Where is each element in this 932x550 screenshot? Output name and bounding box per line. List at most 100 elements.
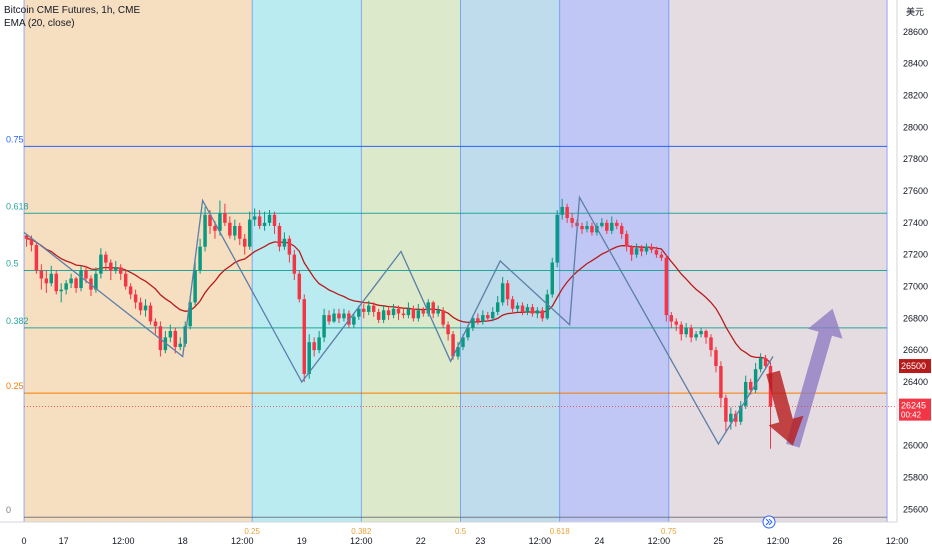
candle-body <box>416 310 421 319</box>
candle <box>570 213 574 228</box>
candle <box>491 307 495 322</box>
candle <box>689 324 693 343</box>
candle-body <box>610 222 614 231</box>
candle-body <box>694 334 698 338</box>
time-tick: 22 <box>416 536 426 546</box>
candle-body <box>520 305 525 312</box>
candle <box>446 321 450 341</box>
candle <box>277 222 282 252</box>
candle <box>743 375 748 410</box>
candle <box>486 311 490 322</box>
time-tick: 12:00 <box>350 536 373 546</box>
candle-body <box>218 213 222 231</box>
candle-body <box>406 308 411 316</box>
candle <box>729 407 733 430</box>
candle <box>287 235 292 263</box>
candle-body <box>411 308 416 319</box>
candle-body <box>525 307 530 312</box>
up-arrow <box>786 308 843 448</box>
candle-body <box>198 246 202 271</box>
candle <box>223 203 227 226</box>
candle <box>69 273 73 289</box>
candle-body <box>590 225 594 233</box>
candle <box>510 296 515 314</box>
candle <box>173 327 178 354</box>
price-tick: 27800 <box>903 154 928 164</box>
candle-body <box>208 214 212 226</box>
candle <box>109 259 113 281</box>
candle-body <box>74 278 78 289</box>
candle-body <box>128 286 133 295</box>
candle-body <box>342 313 346 319</box>
candle <box>615 219 619 230</box>
candle <box>59 283 63 303</box>
candle <box>366 300 371 316</box>
candle-body <box>758 358 763 370</box>
candle-body <box>753 369 758 390</box>
last-price-text: 26245 <box>901 401 926 411</box>
candle <box>138 297 143 316</box>
candle <box>684 323 688 338</box>
candle-body <box>287 238 292 255</box>
candle <box>391 303 396 319</box>
candle-body <box>495 302 500 312</box>
candle <box>709 334 713 357</box>
candle-body <box>580 225 584 230</box>
time-tick: 18 <box>178 536 188 546</box>
candle-body <box>59 289 63 292</box>
candle-body <box>357 308 361 317</box>
time-zone-1 <box>252 0 362 522</box>
candle-body <box>44 278 49 284</box>
candle-body <box>386 310 391 316</box>
candle-body <box>148 305 153 322</box>
candle-body <box>555 214 559 263</box>
candle-body <box>679 324 683 335</box>
candle-body <box>252 216 257 220</box>
candle-body <box>639 248 644 252</box>
price-tick: 27200 <box>903 250 928 260</box>
zigzag-line <box>23 195 774 446</box>
candle-body <box>352 316 356 325</box>
candle-body <box>585 225 589 230</box>
candle-body <box>99 254 103 274</box>
candle-body <box>138 302 143 311</box>
candle <box>610 216 614 234</box>
candle-body <box>505 283 510 300</box>
candle <box>54 270 58 295</box>
candle <box>540 307 545 322</box>
candle <box>471 315 475 332</box>
candle <box>629 245 634 261</box>
candle <box>565 203 569 223</box>
candle-body <box>54 273 58 292</box>
price-tick: 27400 <box>903 218 928 228</box>
candle-body <box>223 213 227 223</box>
candle-body <box>143 305 148 311</box>
fib-time-zones <box>24 0 888 522</box>
candle <box>525 303 530 316</box>
candle <box>123 270 128 290</box>
candle <box>674 318 679 332</box>
candle-body <box>515 305 520 309</box>
candle <box>724 394 728 433</box>
candle <box>605 219 609 234</box>
candle <box>505 280 510 306</box>
candle <box>694 331 698 341</box>
candle-body <box>282 238 287 247</box>
candle <box>322 308 326 343</box>
scroll-to-realtime-button[interactable] <box>762 515 776 529</box>
candle <box>327 310 331 325</box>
chevron-right-icon <box>765 518 773 526</box>
candle <box>401 308 406 319</box>
candle-body <box>486 315 490 319</box>
candle-body <box>312 342 316 351</box>
price-tick: 28000 <box>903 122 928 132</box>
candle <box>218 200 222 236</box>
candle-body <box>133 294 138 303</box>
candle <box>714 346 718 373</box>
candle-body <box>337 313 341 319</box>
candle-body <box>118 267 123 274</box>
fib-time-label: 0.5 <box>455 527 467 536</box>
candle-body <box>332 313 336 322</box>
candle-body <box>451 334 455 357</box>
